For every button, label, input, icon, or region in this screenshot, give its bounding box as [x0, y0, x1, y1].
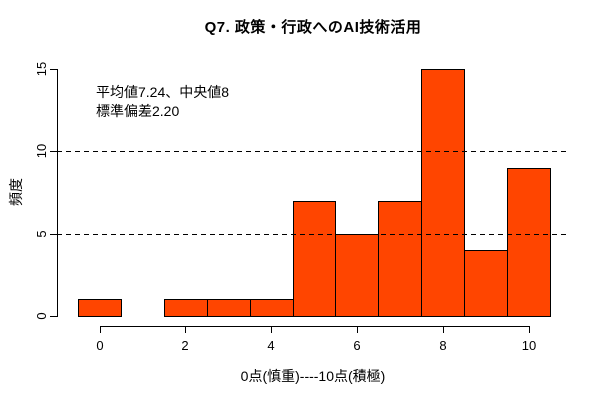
y-tick-label: 0 — [34, 312, 49, 320]
x-tick-label: 8 — [439, 338, 447, 353]
reference-line — [57, 151, 569, 152]
y-tick — [49, 316, 57, 317]
histogram-bar — [250, 299, 294, 317]
x-tick — [271, 325, 272, 333]
x-tick — [443, 325, 444, 333]
y-axis-line — [56, 69, 58, 317]
histogram-bar — [207, 299, 251, 317]
y-tick-label: 15 — [34, 61, 49, 77]
x-tick-label: 0 — [96, 338, 104, 353]
histogram-bar — [378, 201, 422, 317]
x-tick — [529, 325, 530, 333]
y-tick — [49, 234, 57, 235]
stats-annotation-line1: 平均値7.24、中央値8 — [96, 84, 230, 100]
x-tick — [185, 325, 186, 333]
histogram-bar — [421, 69, 465, 317]
stats-annotation: 平均値7.24、中央値8 標準偏差2.20 — [96, 83, 229, 121]
histogram-bar — [335, 234, 379, 317]
histogram-bar — [164, 299, 208, 317]
histogram-bar — [507, 168, 551, 317]
chart-title: Q7. 政策・行政へのAI技術活用 — [204, 19, 422, 36]
histogram-bar — [293, 201, 336, 317]
x-tick — [100, 325, 101, 333]
x-axis-line — [100, 325, 530, 327]
x-tick-label: 4 — [267, 338, 275, 353]
y-axis-label: 頻度 — [8, 178, 24, 206]
y-tick-label: 5 — [34, 230, 49, 238]
x-axis-label: 0点(慎重)----10点(積極) — [240, 368, 386, 384]
histogram-bar — [464, 250, 508, 317]
reference-line — [57, 234, 569, 235]
histogram-bar — [78, 299, 122, 317]
x-tick-label: 2 — [181, 338, 189, 353]
x-tick-label: 6 — [353, 338, 361, 353]
stats-annotation-line2: 標準偏差2.20 — [96, 103, 180, 119]
y-tick-label: 10 — [34, 143, 49, 159]
x-tick — [357, 325, 358, 333]
y-tick — [49, 69, 57, 70]
y-tick — [49, 151, 57, 152]
x-tick-label: 10 — [521, 338, 537, 353]
